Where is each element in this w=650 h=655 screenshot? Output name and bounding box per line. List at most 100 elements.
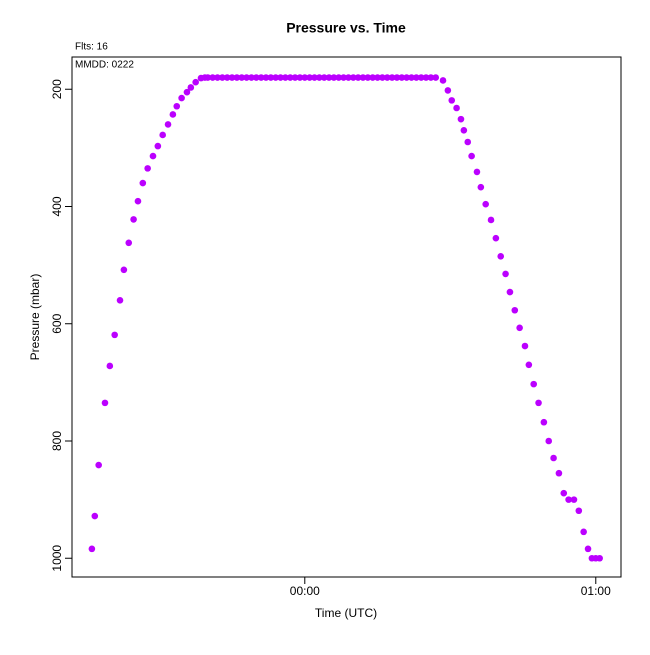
y-tick-label: 400 [50, 196, 64, 216]
data-point [550, 454, 557, 462]
data-point [257, 74, 265, 81]
data-point [473, 168, 481, 176]
data-point [187, 84, 195, 91]
data-point [383, 74, 391, 81]
data-point [204, 74, 212, 81]
data-point [111, 331, 118, 339]
data-point [580, 528, 587, 536]
data-point [335, 74, 343, 81]
data-point [511, 306, 519, 314]
data-point [432, 74, 440, 81]
data-point [413, 74, 420, 81]
data-point [277, 74, 284, 81]
data-point [311, 74, 318, 81]
data-point [192, 78, 199, 86]
data-point [354, 74, 362, 81]
data-point [388, 74, 396, 81]
data-point [183, 88, 191, 96]
data-point [134, 197, 142, 205]
data-point [296, 74, 304, 81]
data-point [130, 216, 137, 223]
data-point [228, 74, 236, 81]
data-point [149, 152, 157, 160]
data-point [301, 74, 309, 81]
data-point [359, 74, 367, 81]
y-axis-label: Pressure (mbar) [28, 274, 42, 361]
data-point [219, 74, 226, 81]
data-point [540, 418, 548, 426]
x-tick-label: 00:00 [290, 584, 320, 598]
data-point [460, 126, 468, 134]
data-point [159, 131, 166, 139]
data-point [492, 234, 500, 242]
data-point [408, 74, 415, 81]
data-point [555, 469, 563, 477]
data-point [330, 74, 338, 81]
data-point [379, 74, 386, 81]
data-point [91, 512, 99, 520]
data-point [439, 77, 447, 84]
data-point [468, 152, 475, 160]
data-point [596, 554, 603, 562]
data-point [248, 74, 255, 81]
data-point [374, 74, 381, 81]
data-point [120, 266, 128, 274]
data-point [95, 461, 102, 469]
data-point [477, 183, 485, 191]
data-point [116, 296, 124, 304]
data-point [125, 239, 133, 247]
data-point [252, 74, 260, 81]
data-point [164, 121, 172, 128]
data-point [209, 74, 216, 81]
data-point [535, 399, 542, 407]
data-point [525, 361, 533, 369]
data-point [521, 342, 529, 350]
data-point [398, 74, 406, 81]
data-point [154, 142, 162, 150]
data-point [403, 74, 410, 81]
data-point [101, 399, 109, 407]
data-point [223, 74, 231, 81]
data-point [584, 545, 592, 553]
data-point [545, 437, 553, 445]
data-point [272, 74, 279, 81]
data-point [570, 496, 578, 503]
y-tick-label: 200 [50, 79, 64, 99]
data-point [238, 74, 246, 81]
data-point [178, 94, 185, 102]
data-point [325, 74, 333, 81]
data-point [565, 496, 572, 503]
y-tick-label: 600 [50, 313, 64, 333]
data-point [444, 87, 452, 94]
data-point [453, 104, 460, 112]
data-point [316, 74, 323, 81]
data-point [502, 270, 509, 278]
data-point [106, 362, 114, 370]
data-point [448, 97, 456, 104]
data-point [320, 74, 328, 81]
data-point [417, 74, 425, 81]
data-point [267, 74, 275, 81]
plot-frame [71, 56, 622, 578]
data-point [349, 74, 357, 81]
data-point [286, 74, 294, 81]
data-point [88, 545, 96, 553]
x-tick-label: 01:00 [581, 584, 611, 598]
data-point [340, 74, 347, 81]
y-tick-label: 1000 [50, 545, 64, 572]
chart-title: Pressure vs. Time [286, 20, 406, 36]
data-point [139, 179, 147, 187]
y-tick-label: 800 [50, 431, 64, 451]
data-point [144, 165, 151, 172]
data-point [233, 74, 241, 81]
data-point [427, 74, 435, 81]
annotation: MMDD: 0222 [75, 60, 134, 71]
data-point [482, 200, 489, 208]
data-point [173, 102, 181, 110]
data-point [516, 324, 523, 332]
data-point [291, 74, 299, 81]
data-point [487, 216, 495, 224]
data-point [262, 74, 270, 81]
data-point [457, 115, 465, 123]
